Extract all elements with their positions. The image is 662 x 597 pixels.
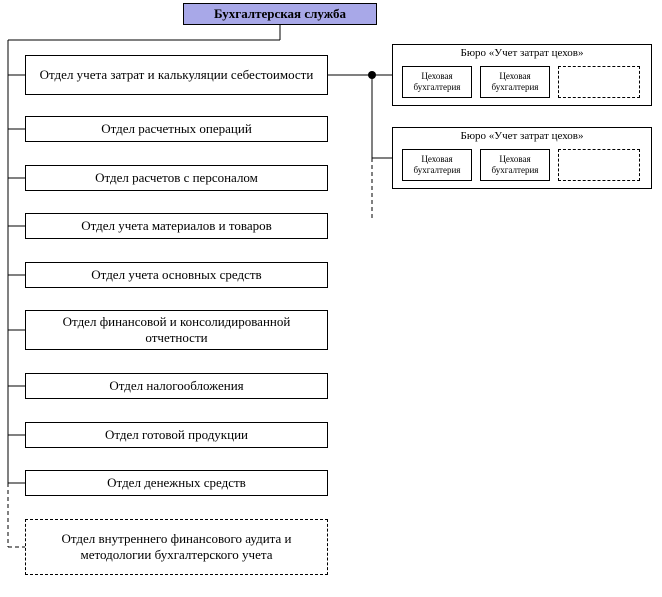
department-7: Отдел готовой продукции — [25, 422, 328, 448]
bureau-title-0: Бюро «Учет затрат цехов» — [393, 47, 651, 60]
bureau-1-cell-1: Цеховая бухгалтерия — [480, 149, 550, 181]
department-6: Отдел налогообложения — [25, 373, 328, 399]
bureau-0-cell-2 — [558, 66, 640, 98]
bureau-1-cell-0: Цеховая бухгалтерия — [402, 149, 472, 181]
bureau-title-1: Бюро «Учет затрат цехов» — [393, 130, 651, 143]
bureau-0-cell-0: Цеховая бухгалтерия — [402, 66, 472, 98]
department-3: Отдел учета материалов и товаров — [25, 213, 328, 239]
bureau-1-cell-2 — [558, 149, 640, 181]
root-node: Бухгалтерская служба — [183, 3, 377, 25]
department-5: Отдел финансовой и консолидированной отч… — [25, 310, 328, 350]
department-8: Отдел денежных средств — [25, 470, 328, 496]
department-0: Отдел учета затрат и калькуляции себесто… — [25, 55, 328, 95]
department-9: Отдел внутреннего финансового аудита и м… — [25, 519, 328, 575]
department-2: Отдел расчетов с персоналом — [25, 165, 328, 191]
bureau-0-cell-1: Цеховая бухгалтерия — [480, 66, 550, 98]
department-1: Отдел расчетных операций — [25, 116, 328, 142]
department-4: Отдел учета основных средств — [25, 262, 328, 288]
